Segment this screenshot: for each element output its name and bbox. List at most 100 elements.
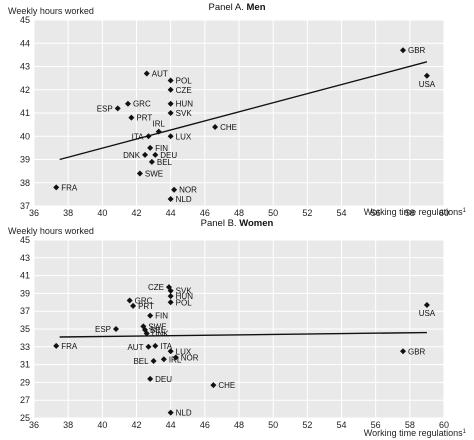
data-point-nld <box>167 409 174 416</box>
x-tick-label: 54 <box>336 208 346 218</box>
point-label-fra: FRA <box>61 342 78 351</box>
y-tick-label: 29 <box>20 377 30 387</box>
x-tick-label: 52 <box>302 208 312 218</box>
y-tick-label: 37 <box>20 306 30 316</box>
point-label-prt: PRT <box>136 114 152 123</box>
x-tick-label: 50 <box>268 420 278 430</box>
y-tick-label: 31 <box>20 360 30 370</box>
x-tick-label: 48 <box>234 420 244 430</box>
point-label-hun: HUN <box>176 292 194 301</box>
y-tick-label: 45 <box>20 235 30 245</box>
y-tick-label: 25 <box>20 413 30 423</box>
y-tick-label: 27 <box>20 395 30 405</box>
x-tick-label: 60 <box>439 420 449 430</box>
data-point-esp <box>114 105 121 112</box>
data-point-gbr <box>400 348 406 355</box>
y-tick-label: 41 <box>20 271 30 281</box>
point-label-fra: FRA <box>61 183 78 192</box>
data-point-aut <box>143 70 150 77</box>
data-point-nor <box>172 354 179 361</box>
panel-a-ylabel: Weekly hours worked <box>8 6 94 16</box>
data-point-irl <box>160 356 167 363</box>
panel-a-xlabel: Working time regulations1 <box>364 207 467 217</box>
data-point-svk <box>167 287 174 294</box>
point-label-nor: NOR <box>181 353 199 362</box>
panel-a-title: Panel A. Men <box>208 2 265 13</box>
data-point-prt <box>130 302 137 309</box>
data-point-fin <box>147 144 154 151</box>
x-tick-label: 38 <box>63 420 73 430</box>
x-tick-label: 40 <box>97 420 107 430</box>
point-label-deu: DEU <box>155 375 172 384</box>
x-tick-label: 42 <box>131 208 141 218</box>
data-point-che <box>212 123 219 130</box>
point-label-che: CHE <box>220 123 237 132</box>
point-label-ita: ITA <box>132 132 145 141</box>
point-label-esp: ESP <box>95 325 111 334</box>
panel-b-title: Panel B. Women <box>201 218 274 229</box>
point-label-dnk: DNK <box>152 329 170 338</box>
data-point-ita <box>152 342 159 349</box>
data-point-irl <box>155 128 162 135</box>
data-point-usa <box>423 72 430 79</box>
point-label-lux: LUX <box>176 132 192 141</box>
data-point-prt <box>128 114 135 121</box>
x-tick-label: 54 <box>336 420 346 430</box>
point-label-grc: GRC <box>133 100 151 109</box>
data-point-dnk <box>143 330 150 337</box>
point-label-ita: ITA <box>160 342 173 351</box>
x-tick-label: 46 <box>200 420 210 430</box>
point-label-nld: NLD <box>176 195 192 204</box>
point-label-aut: AUT <box>127 343 143 352</box>
data-point-lux <box>167 133 174 140</box>
x-tick-label: 42 <box>131 420 141 430</box>
data-point-bel <box>150 358 157 365</box>
x-tick-label: 58 <box>405 208 415 218</box>
y-tick-label: 40 <box>20 131 30 141</box>
data-point-bel <box>148 158 155 165</box>
data-point-cze <box>167 86 174 93</box>
y-tick-label: 42 <box>20 85 30 95</box>
data-point-nor <box>171 186 178 193</box>
y-tick-label: 38 <box>20 178 30 188</box>
data-point-che <box>210 382 217 389</box>
data-point-hun <box>167 100 174 107</box>
point-label-svk: SVK <box>176 109 193 118</box>
point-label-swe: SWE <box>148 322 166 331</box>
data-point-usa <box>423 301 430 308</box>
point-label-cze: CZE <box>176 86 192 95</box>
x-tick-label: 44 <box>166 420 176 430</box>
trend-line <box>59 61 428 161</box>
x-tick-label: 56 <box>371 208 381 218</box>
y-tick-label: 43 <box>20 253 30 263</box>
point-label-bel: BEL <box>150 326 166 335</box>
point-label-svk: SVK <box>176 287 193 296</box>
x-tick-label: 56 <box>371 420 381 430</box>
y-tick-label: 39 <box>20 155 30 165</box>
point-label-nor: NOR <box>179 186 197 195</box>
y-tick-label: 44 <box>20 38 30 48</box>
point-label-nld: NLD <box>176 409 192 418</box>
trend-line <box>59 331 427 338</box>
point-label-grc: GRC <box>135 297 153 306</box>
point-label-usa: USA <box>419 309 436 318</box>
x-tick-label: 52 <box>302 420 312 430</box>
point-label-gbr: GBR <box>408 347 426 356</box>
data-point-nld <box>167 196 174 203</box>
x-tick-label: 38 <box>63 208 73 218</box>
point-label-esp: ESP <box>97 104 113 113</box>
x-tick-label: 50 <box>268 208 278 218</box>
data-point-pol <box>167 77 174 84</box>
point-label-swe: SWE <box>145 169 163 178</box>
data-point-ita <box>145 133 152 140</box>
point-label-aut: AUT <box>152 69 168 78</box>
point-label-lux: LUX <box>176 347 192 356</box>
point-label-prt: PRT <box>138 302 154 311</box>
y-tick-label: 37 <box>20 201 30 211</box>
data-point-svk <box>167 110 174 116</box>
data-point-hun <box>167 293 174 300</box>
y-tick-label: 45 <box>20 15 30 25</box>
data-point-swe <box>136 170 143 177</box>
point-label-bel: BEL <box>133 357 149 366</box>
